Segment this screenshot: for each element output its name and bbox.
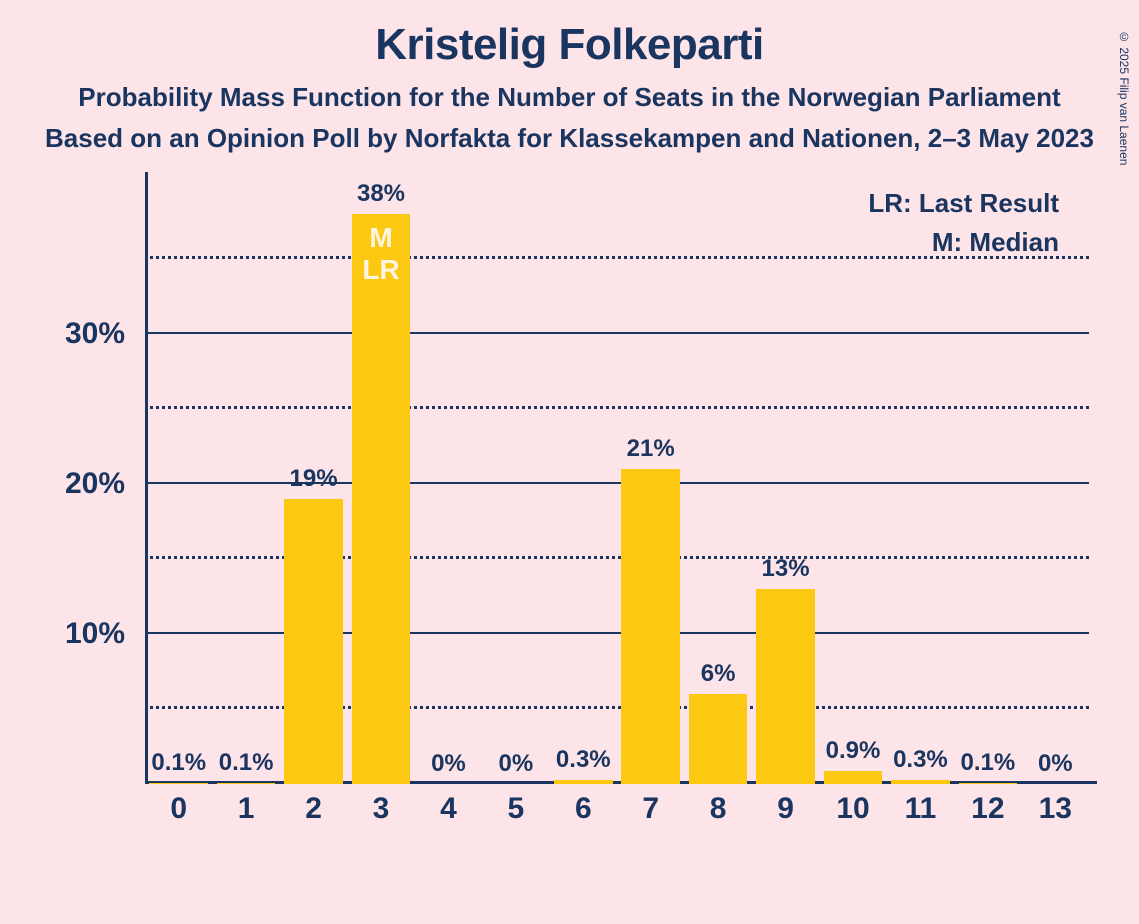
y-tick-label: 20% (65, 467, 125, 501)
copyright-text: © 2025 Filip van Laenen (1117, 30, 1131, 165)
bar-value-label: 0.3% (556, 746, 611, 774)
legend: LR: Last Result M: Median (868, 184, 1059, 262)
x-tick-label: 3 (373, 792, 390, 826)
x-tick-label: 2 (305, 792, 322, 826)
chart-subtitle-2: Based on an Opinion Poll by Norfakta for… (30, 123, 1109, 154)
y-tick-label: 10% (65, 617, 125, 651)
bar (352, 214, 411, 784)
x-tick-label: 7 (642, 792, 659, 826)
bar-value-label: 0% (499, 750, 534, 778)
x-tick-label: 4 (440, 792, 457, 826)
bar-value-label: 38% (357, 180, 405, 208)
x-tick-label: 11 (905, 792, 937, 826)
gridline-minor (145, 406, 1089, 409)
x-tick-label: 5 (508, 792, 525, 826)
gridline-major (145, 332, 1089, 334)
x-axis: 012345678910111213 (145, 784, 1089, 844)
x-tick-label: 10 (836, 792, 869, 826)
bar (824, 771, 883, 785)
bar (689, 694, 748, 784)
median-m-label: M (362, 222, 399, 254)
bar (284, 499, 343, 784)
bar-value-label: 21% (627, 435, 675, 463)
x-tick-label: 8 (710, 792, 727, 826)
gridline-minor (145, 256, 1089, 259)
x-tick-label: 0 (170, 792, 187, 826)
bar-value-label: 0% (1038, 750, 1073, 778)
x-tick-label: 13 (1039, 792, 1072, 826)
legend-lr: LR: Last Result (868, 184, 1059, 223)
bar-value-label: 0.9% (826, 737, 881, 765)
bar-value-label: 0.1% (219, 749, 274, 777)
bar (756, 589, 815, 784)
chart-title: Kristelig Folkeparti (30, 20, 1109, 70)
y-axis-line (145, 172, 148, 784)
x-tick-label: 6 (575, 792, 592, 826)
x-tick-label: 9 (777, 792, 794, 826)
gridline-major (145, 482, 1089, 484)
y-tick-label: 30% (65, 317, 125, 351)
bar-value-label: 0% (431, 750, 466, 778)
chart-area: 10%20%30% LR: Last Result M: Median 0.1%… (30, 174, 1109, 844)
bar-value-label: 13% (762, 555, 810, 583)
bar-value-label: 0.3% (893, 746, 948, 774)
x-tick-label: 1 (238, 792, 255, 826)
bar-value-label: 0.1% (151, 749, 206, 777)
median-lr-label: LR (362, 254, 399, 286)
chart-subtitle-1: Probability Mass Function for the Number… (30, 82, 1109, 113)
bar-value-label: 19% (290, 465, 338, 493)
y-axis: 10% 20% 30% (30, 184, 145, 784)
median-marker: MLR (362, 222, 399, 286)
x-tick-label: 12 (971, 792, 1004, 826)
plot-area: LR: Last Result M: Median 0.1%0.1%19%38%… (145, 184, 1089, 784)
bar-value-label: 0.1% (960, 749, 1015, 777)
bar (621, 469, 680, 784)
bar-value-label: 6% (701, 660, 736, 688)
chart-container: Kristelig Folkeparti Probability Mass Fu… (0, 0, 1139, 924)
